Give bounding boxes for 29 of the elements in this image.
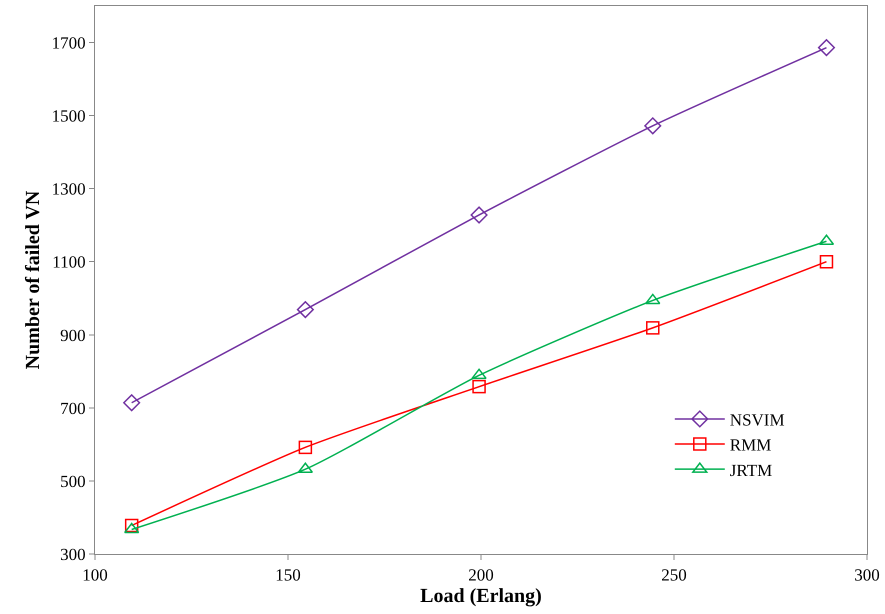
point [646,321,660,335]
point [644,117,662,134]
x-tick-label: 200 [468,565,494,584]
x-tick-label: 250 [661,565,687,584]
point [470,206,488,224]
point [296,301,314,318]
y-axis-title: Number of failed VN [22,190,44,370]
y-tick-label: 300 [60,544,86,564]
x-axis-title: Load (Erlang) [420,584,542,607]
y-tick-label: 1500 [52,106,86,126]
point [820,254,834,268]
x-tick-label: 300 [854,565,880,584]
legend-label: RMM [730,436,772,455]
point [123,394,140,412]
y-tick-label: 1300 [52,180,86,199]
point [818,39,836,56]
x-tick-label: 100 [82,565,108,584]
y-tick-label: 900 [60,326,86,345]
y-tick-label: 500 [60,472,86,491]
y-tick-label: 1700 [52,33,86,52]
point [472,380,486,394]
x-tick-label: 150 [275,565,301,584]
y-tick-label: 1100 [52,252,86,272]
point [298,440,312,454]
point [124,518,138,532]
legend-label: JRTM [730,460,772,480]
legend-label: NSVIM [730,410,785,430]
y-tick-label: 700 [60,398,86,418]
point [645,294,660,304]
